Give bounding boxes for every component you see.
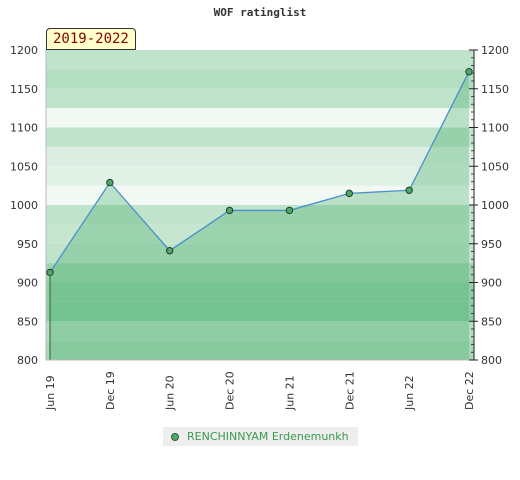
x-tick-label: Dec 22	[463, 371, 476, 410]
x-tick-label: Jun 20	[164, 375, 177, 411]
y-tick-label: 1050	[481, 160, 509, 173]
data-point	[405, 186, 413, 194]
legend[interactable]: RENCHINNYAM Erdenemunkh	[163, 427, 358, 446]
y-tick-label: 950	[17, 238, 38, 251]
legend-label: RENCHINNYAM Erdenemunkh	[187, 430, 349, 443]
background-bands	[46, 50, 474, 360]
y-tick-label: 1150	[481, 83, 509, 96]
y-tick-label: 1200	[10, 44, 38, 57]
x-tick-label: Jun 21	[283, 375, 296, 411]
data-point	[225, 206, 234, 215]
band	[46, 50, 474, 70]
band	[46, 69, 474, 89]
band	[46, 321, 474, 341]
data-point	[345, 189, 353, 198]
y-tick-label: 1100	[10, 122, 38, 135]
band	[46, 301, 474, 322]
legend-marker-icon	[171, 432, 179, 441]
y-tick-label: 1050	[10, 160, 38, 173]
y-tick-label: 1000	[481, 199, 509, 212]
y-tick-label: 800	[17, 354, 38, 367]
band	[46, 146, 474, 167]
data-point	[285, 206, 294, 215]
band	[46, 88, 474, 109]
x-tick-label: Jun 22	[403, 375, 416, 411]
band	[46, 243, 474, 264]
rating-line	[49, 71, 470, 360]
y-tick-label: 1000	[10, 199, 38, 212]
series-line	[49, 71, 470, 273]
y-tick-label: 1200	[481, 44, 509, 57]
x-axis: Jun 19 Dec 19 Jun 20 Dec 20 Jun 21 Dec 21 Jun …	[44, 371, 476, 411]
x-tick-label: Dec 20	[224, 371, 237, 410]
band	[46, 224, 474, 244]
rating-area-fill	[50, 71, 469, 360]
band	[46, 185, 474, 205]
y-tick-label: 850	[17, 315, 38, 328]
band	[46, 108, 474, 128]
y-axis-left: 800 850 900 950 1000 1050 1100 1150 1200	[10, 44, 38, 367]
band	[46, 127, 474, 147]
band	[46, 340, 474, 360]
y-tick-label: 950	[481, 238, 502, 251]
band	[46, 205, 474, 225]
band	[46, 166, 474, 186]
y-tick-label: 800	[481, 354, 502, 367]
y-tick-label: 1100	[481, 122, 509, 135]
y-tick-label: 1150	[10, 83, 38, 96]
data-point	[465, 68, 473, 76]
y-tick-label: 900	[17, 277, 38, 290]
data-point	[46, 268, 54, 277]
rating-area	[50, 71, 469, 360]
x-tick-label: Jun 19	[44, 375, 57, 411]
x-tick-label: Dec 21	[343, 371, 356, 410]
chart-title: WOF ratinglist	[213, 6, 307, 19]
data-point	[166, 247, 174, 255]
y-tick-label: 850	[481, 315, 502, 328]
data-point	[106, 178, 114, 187]
band	[46, 263, 474, 283]
x-tick-label: Dec 19	[104, 371, 117, 410]
data-points	[46, 68, 473, 277]
y-axis-right: 800 850 900 950 1000 1050 1100 1150 1200	[469, 44, 509, 367]
period-badge: 2019-2022	[46, 28, 136, 50]
y-tick-label: 900	[481, 277, 502, 290]
band	[46, 282, 474, 302]
